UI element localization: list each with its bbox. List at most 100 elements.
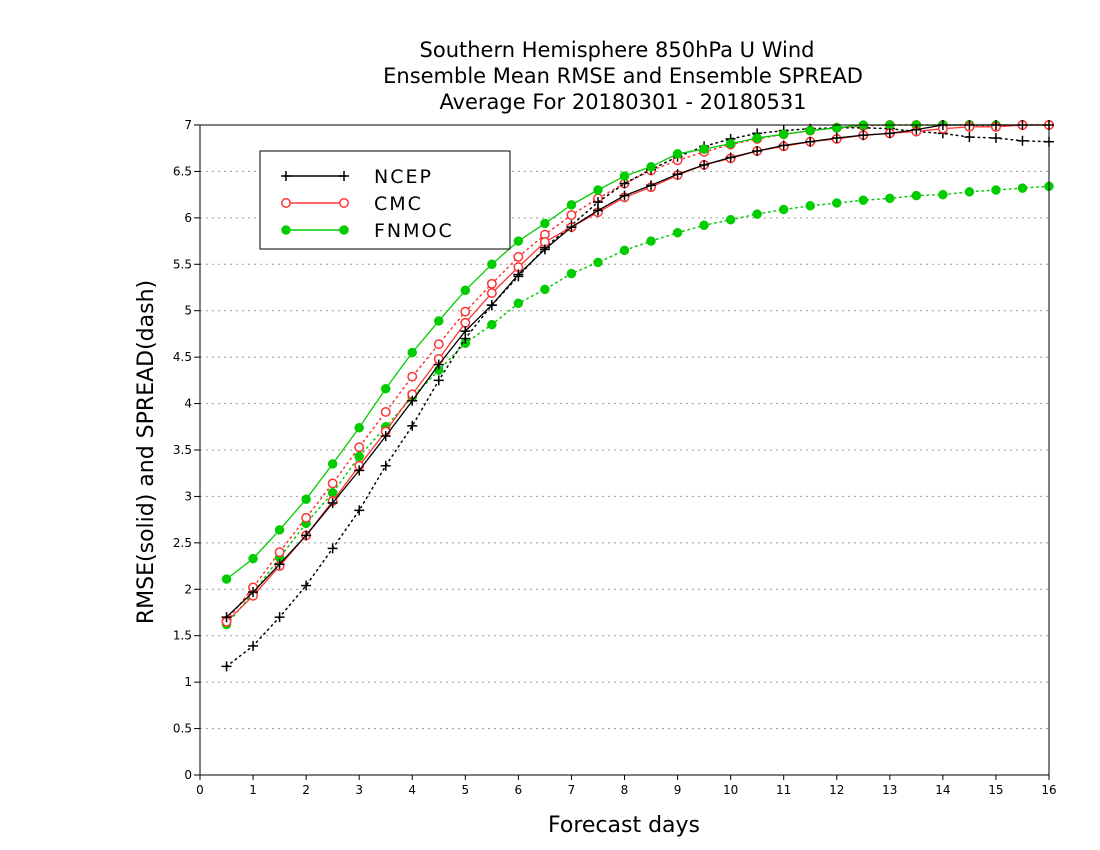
point-ncep-rmse: [380, 431, 391, 442]
point-ncep-rmse: [221, 612, 232, 623]
legend-label-ncep: NCEP: [374, 166, 433, 188]
point-ncep-rmse: [725, 152, 736, 163]
point-cmc-spread: [486, 278, 497, 289]
point-cmc-spread: [566, 210, 577, 221]
point-fnmoc-rmse: [274, 525, 285, 535]
point-fnmoc-spread: [778, 204, 789, 215]
point-ncep-rmse: [858, 130, 869, 141]
point-cmc-spread: [354, 442, 365, 453]
point-cmc-spread: [513, 251, 524, 262]
point-ncep-rmse: [592, 205, 603, 216]
point-fnmoc-spread: [646, 236, 656, 246]
chart-title-line-3: Average For 20180301 - 20180531: [439, 90, 806, 114]
x-tick-label: 0: [196, 783, 204, 797]
y-tick-label: 2: [184, 582, 192, 596]
point-fnmoc-spread: [938, 189, 948, 200]
point-fnmoc-spread: [991, 185, 1001, 195]
point-fnmoc-spread: [805, 201, 815, 211]
y-tick-label: 7: [184, 118, 192, 132]
point-ncep-spread: [407, 420, 418, 431]
point-fnmoc-rmse: [301, 494, 311, 504]
y-tick-label: 4: [184, 397, 192, 411]
y-tick-label: 0: [184, 768, 192, 782]
point-fnmoc-rmse: [460, 285, 471, 296]
x-tick-label: 7: [568, 783, 576, 797]
point-ncep-spread: [592, 197, 603, 208]
point-fnmoc-rmse: [513, 236, 524, 246]
point-fnmoc-spread: [752, 209, 762, 219]
point-ncep-rmse: [248, 587, 259, 598]
point-ncep-rmse: [752, 146, 763, 156]
point-fnmoc-rmse: [752, 133, 762, 143]
y-tick-label: 5: [184, 304, 192, 318]
legend-marker-cmc: [281, 198, 291, 208]
y-axis: 0 0.5 1 1.5 2 2.5 3 3.5 4 4.5 5 5.5 6 6.5 7: [173, 118, 200, 782]
point-fnmoc-spread: [566, 268, 577, 279]
x-tick-label: 11: [776, 783, 791, 797]
legend-label-cmc: CMC: [374, 193, 423, 215]
point-ncep-spread: [990, 133, 1001, 143]
point-ncep-spread: [248, 640, 259, 651]
point-fnmoc-spread: [593, 257, 603, 268]
point-fnmoc-spread: [672, 227, 683, 238]
point-cmc-rmse: [460, 317, 471, 328]
point-fnmoc-rmse: [699, 144, 709, 154]
point-fnmoc-rmse: [646, 162, 656, 172]
point-ncep-rmse: [911, 124, 922, 135]
x-axis-label: Forecast days: [548, 813, 700, 838]
x-axis: 0 1 2 3 4 5 6 7 8 9 10 11 12 13 14 15 16: [196, 775, 1057, 797]
point-ncep-rmse: [327, 497, 338, 508]
point-ncep-rmse: [433, 359, 444, 370]
y-tick-label: 2.5: [173, 536, 192, 550]
x-tick-label: 1: [249, 783, 257, 797]
legend: NCEP CMC FNMOC: [259, 150, 511, 250]
point-fnmoc-spread: [487, 319, 497, 330]
y-axis-label: RMSE(solid) and SPREAD(dash): [134, 280, 159, 624]
point-fnmoc-spread: [540, 284, 550, 295]
point-fnmoc-rmse: [619, 171, 630, 181]
point-fnmoc-spread: [885, 193, 895, 204]
point-fnmoc-rmse: [407, 347, 417, 358]
y-tick-label: 5.5: [173, 257, 192, 271]
point-fnmoc-spread: [699, 220, 709, 231]
point-fnmoc-spread: [327, 487, 338, 498]
legend-box: [259, 150, 511, 250]
point-cmc-rmse: [486, 288, 497, 299]
point-ncep-spread: [1017, 135, 1028, 146]
x-tick-label: 9: [674, 783, 682, 797]
point-ncep-rmse: [354, 465, 365, 476]
y-tick-label: 1.5: [173, 629, 192, 643]
point-ncep-rmse: [566, 222, 577, 233]
point-fnmoc-rmse: [248, 553, 258, 564]
point-fnmoc-rmse: [540, 218, 550, 229]
point-ncep-rmse: [778, 140, 789, 151]
point-fnmoc-rmse: [566, 200, 577, 210]
point-cmc-spread: [274, 547, 285, 558]
point-fnmoc-rmse: [434, 316, 444, 326]
x-tick-label: 14: [935, 783, 950, 797]
y-tick-label: 6.5: [173, 164, 192, 178]
legend-label-fnmoc: FNMOC: [374, 220, 454, 242]
point-fnmoc-spread: [725, 214, 736, 225]
x-tick-label: 8: [621, 783, 629, 797]
point-ncep-rmse: [301, 530, 312, 541]
legend-marker-ncep: [339, 171, 349, 181]
chart-title: Southern Hemisphere 850hPa U Wind Ensemb…: [383, 38, 863, 114]
point-fnmoc-rmse: [832, 123, 842, 133]
point-ncep-rmse: [513, 269, 524, 280]
chart-title-line-1: Southern Hemisphere 850hPa U Wind: [420, 38, 815, 62]
point-fnmoc-spread: [858, 195, 869, 205]
point-cmc-spread: [433, 339, 444, 350]
point-ncep-rmse: [831, 133, 842, 143]
legend-marker-cmc: [339, 198, 349, 208]
x-tick-label: 3: [355, 783, 363, 797]
point-fnmoc-rmse: [221, 574, 232, 584]
x-tick-label: 6: [515, 783, 523, 797]
point-cmc-spread: [460, 306, 471, 317]
legend-marker-fnmoc: [339, 225, 349, 235]
point-fnmoc-spread: [354, 451, 364, 462]
point-ncep-rmse: [646, 180, 657, 191]
x-tick-label: 5: [461, 783, 469, 797]
point-ncep-spread: [221, 661, 232, 672]
point-ncep-rmse: [884, 128, 895, 139]
